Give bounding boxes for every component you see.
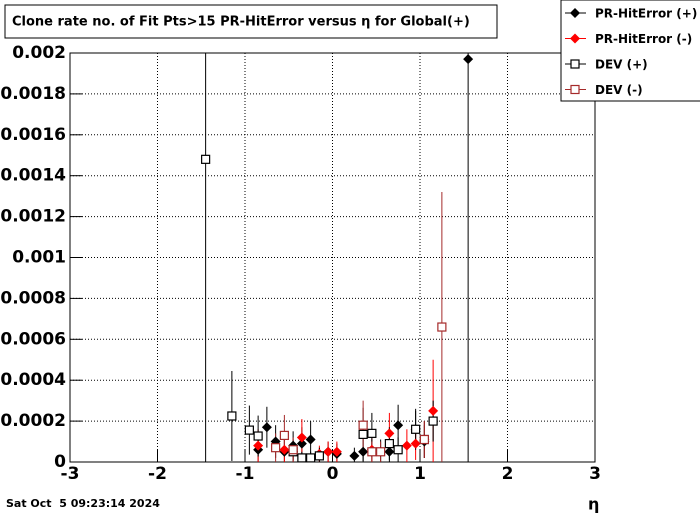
chart-title: Clone rate no. of Fit Pts>15 PR-HitError…: [12, 15, 470, 30]
marker: [244, 425, 254, 435]
x-tick-label: 1: [414, 464, 426, 484]
x-tick-label: -1: [236, 464, 255, 484]
marker: [305, 434, 316, 445]
marker: [428, 416, 438, 426]
marker: [349, 450, 360, 461]
y-tick-label: 0.0006: [0, 329, 66, 349]
marker: [393, 445, 403, 455]
y-tick-label: 0.0018: [0, 84, 66, 104]
marker: [437, 322, 447, 332]
x-tick-label: 2: [502, 464, 514, 484]
marker: [393, 420, 404, 431]
marker: [358, 446, 369, 457]
legend-label: DEV (+): [595, 58, 648, 72]
legend-label: PR-HitError (-): [595, 32, 692, 46]
marker: [367, 428, 377, 438]
marker: [358, 420, 368, 430]
marker: [401, 440, 412, 451]
y-tick-label: 0.001: [12, 248, 66, 268]
timestamp: Sat Oct 5 09:23:14 2024: [6, 497, 160, 510]
marker: [227, 411, 237, 421]
plot-area: 0 0.0002 0.0004 0.0006 0.0008 0.001 0.0012 0.00…: [0, 43, 601, 484]
y-tick-label: 0: [54, 452, 66, 472]
marker: [570, 8, 580, 18]
x-tick-label: -2: [148, 464, 167, 484]
marker: [331, 446, 342, 457]
marker: [410, 438, 421, 449]
legend: PR-HitError (+) PR-HitError (-) DEV (+) DEV…: [560, 0, 700, 102]
y-tick-label: 0.0014: [0, 166, 66, 186]
y-tick-label: 0.0002: [0, 411, 66, 431]
x-tick-label: -3: [61, 464, 80, 484]
marker: [376, 447, 386, 457]
marker: [201, 154, 211, 164]
marker: [306, 453, 316, 463]
marker: [279, 430, 289, 441]
legend-box: [560, 0, 700, 102]
y-tick-label: 0.0016: [0, 125, 66, 145]
marker: [411, 424, 421, 434]
marker: [570, 33, 580, 44]
y-tick-label: 0.0012: [0, 207, 66, 227]
marker: [367, 447, 377, 457]
title-box: [4, 4, 498, 39]
marker: [296, 432, 307, 443]
marker: [384, 446, 395, 457]
marker: [419, 434, 429, 445]
marker: [253, 431, 263, 441]
marker: [384, 438, 394, 449]
marker: [314, 451, 324, 461]
marker: [296, 438, 307, 449]
x-tick-label: 0: [327, 464, 339, 484]
y-tick-label: 0.002: [12, 43, 66, 63]
marker: [570, 84, 580, 95]
marker: [271, 443, 281, 453]
x-axis-label: η: [588, 495, 599, 514]
marker: [463, 54, 474, 65]
marker: [428, 405, 439, 416]
x-tick-label: 3: [589, 464, 601, 484]
marker: [261, 422, 272, 433]
marker: [288, 445, 298, 455]
marker: [358, 429, 368, 439]
marker: [253, 440, 264, 451]
marker: [297, 453, 307, 463]
legend-label: PR-HitError (+): [595, 7, 697, 21]
marker: [570, 59, 580, 69]
y-tick-label: 0.0004: [0, 370, 66, 390]
y-tick-label: 0.0008: [0, 288, 66, 308]
legend-label: DEV (-): [595, 83, 643, 97]
marker: [323, 446, 334, 457]
marker: [384, 428, 395, 439]
marker: [279, 444, 290, 455]
